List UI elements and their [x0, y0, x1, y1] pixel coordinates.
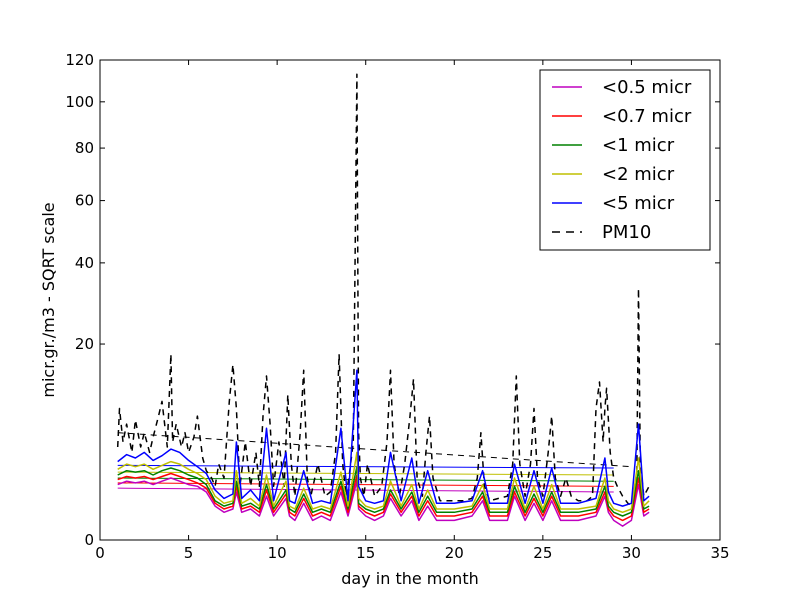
x-tick-label: 15 [356, 544, 375, 562]
legend-label: <0.7 micr [602, 106, 692, 127]
x-tick-label: 5 [184, 544, 194, 562]
connector-line [117, 471, 614, 476]
connector-line [117, 482, 614, 487]
y-tick-label: 120 [65, 51, 94, 69]
y-tick-label: 100 [65, 93, 94, 111]
plot-frame [99, 59, 721, 541]
x-tick-label: 20 [445, 544, 464, 562]
legend: <0.5 micr <0.7 micr <1 micr <2 micr <5 micr P… [539, 69, 711, 251]
series-line [117, 465, 650, 517]
legend-label: <5 micr [602, 193, 675, 214]
legend-label: <0.5 micr [602, 77, 692, 98]
y-tick-label: 80 [75, 139, 94, 157]
y-tick-label: 60 [75, 192, 94, 210]
connector-line [117, 432, 632, 468]
y-tick-label: 40 [75, 254, 94, 272]
x-tick-label: 0 [95, 544, 105, 562]
x-tick-label: 30 [622, 544, 641, 562]
x-tick-label: 10 [268, 544, 287, 562]
series-line [116, 73, 650, 507]
series-line [117, 477, 650, 527]
series-layer [116, 73, 650, 527]
legend-label: <1 micr [602, 135, 675, 156]
x-tick-label: 25 [533, 544, 552, 562]
series-line [117, 451, 650, 514]
x-axis-label: day in the month [341, 569, 478, 588]
series-line [117, 472, 650, 522]
legend-label: PM10 [602, 222, 651, 243]
series-line [117, 369, 650, 507]
legend-label: <2 micr [602, 164, 675, 185]
y-axis-label: micr.gr./m3 - SQRT scale [39, 202, 58, 397]
legend-box [539, 69, 711, 251]
axis-ticks: 0 5 10 15 20 25 30 35 0 20 40 60 80 100 120 [65, 51, 729, 562]
connector-line [117, 464, 614, 469]
x-tick-label: 35 [710, 544, 729, 562]
y-tick-label: 20 [75, 335, 94, 353]
y-tick-label: 0 [84, 531, 94, 549]
